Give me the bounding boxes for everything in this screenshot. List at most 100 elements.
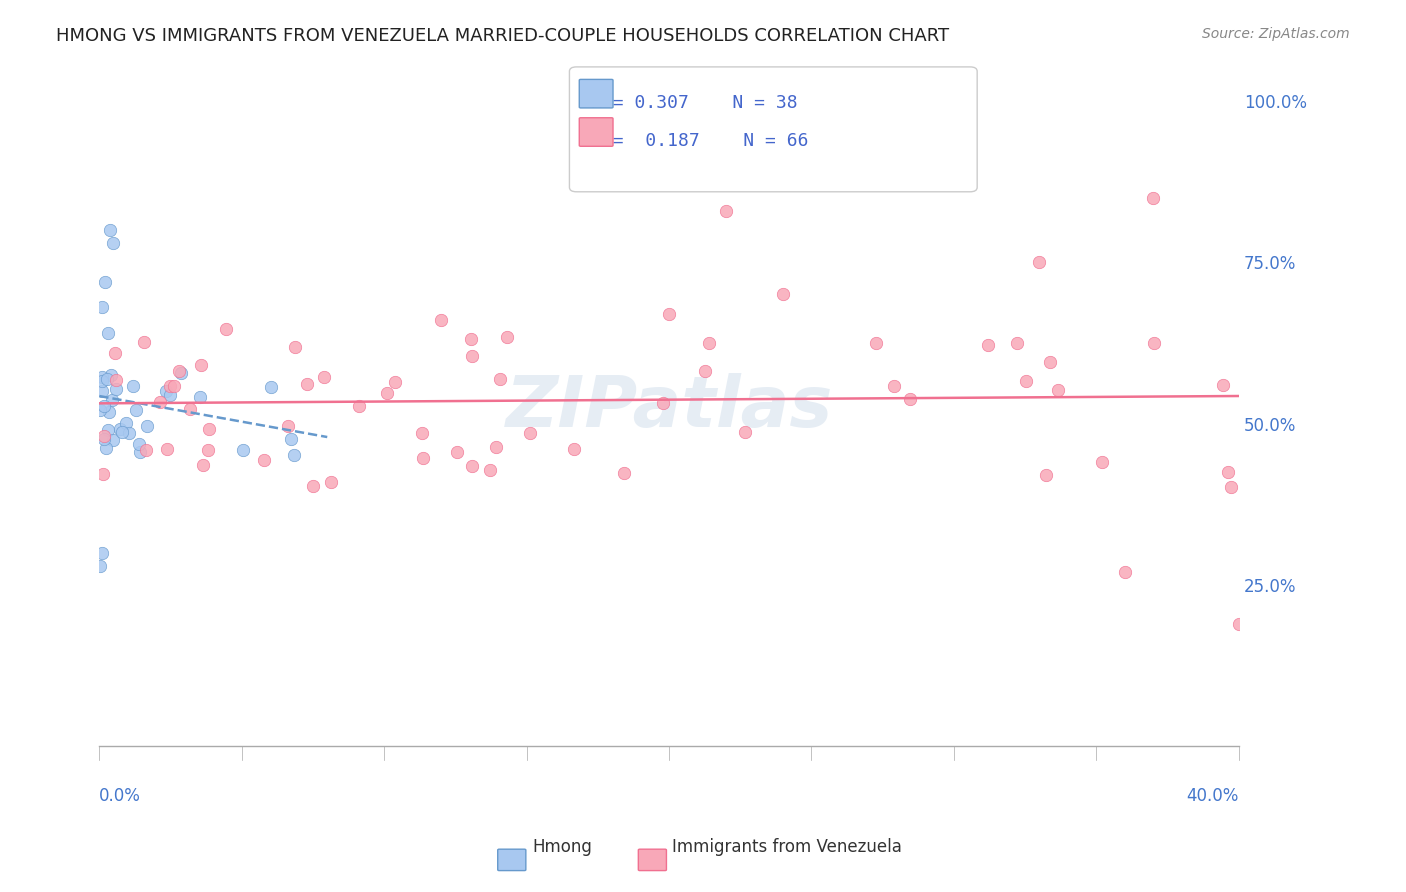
Point [1046, 384, 1069, 398]
Point [111, 425, 134, 440]
Point [104, 346, 127, 360]
Point [128, 437, 150, 451]
Point [232, 442, 254, 457]
Point [169, 366, 191, 380]
Point [96, 371, 118, 385]
Point [98, 405, 121, 419]
Point [190, 358, 212, 372]
Point [519, 426, 541, 441]
Point [97, 423, 120, 437]
Point [1211, 377, 1233, 392]
Point [91, 374, 114, 388]
Point [772, 287, 794, 301]
Point [108, 421, 131, 435]
Point [495, 330, 517, 344]
Point [375, 385, 398, 400]
Point [1219, 480, 1241, 494]
Point [461, 349, 484, 363]
Point [128, 445, 150, 459]
Point [489, 372, 512, 386]
Text: Hmong: Hmong [533, 838, 592, 856]
Point [277, 418, 299, 433]
Point [301, 478, 323, 492]
Point [479, 463, 502, 477]
Point [179, 402, 201, 417]
Point [104, 382, 127, 396]
Point [91, 370, 114, 384]
Point [651, 395, 673, 409]
Point [693, 364, 716, 378]
Text: R = 0.307    N = 38: R = 0.307 N = 38 [591, 94, 797, 112]
Point [101, 434, 124, 448]
Point [90, 301, 112, 315]
Point [169, 364, 191, 378]
Point [977, 338, 1000, 352]
Point [91, 384, 114, 398]
Point [1143, 336, 1166, 351]
Point [90, 546, 112, 560]
Point [411, 426, 433, 441]
Point [93, 399, 115, 413]
Point [97, 326, 120, 341]
Point [198, 422, 221, 436]
Point [485, 440, 508, 454]
Point [284, 340, 307, 354]
Point [149, 394, 172, 409]
Point [1035, 467, 1057, 482]
Point [98, 223, 121, 237]
Text: Immigrants from Venezuela: Immigrants from Venezuela [672, 838, 903, 856]
Point [412, 451, 434, 466]
Point [193, 458, 215, 472]
Point [1005, 336, 1028, 351]
Point [1227, 616, 1250, 631]
Point [347, 399, 370, 413]
Point [430, 313, 453, 327]
Point [461, 458, 484, 473]
Text: ZIPatlas: ZIPatlas [505, 373, 832, 442]
Point [280, 432, 302, 446]
Point [89, 558, 111, 573]
Point [314, 369, 336, 384]
Point [159, 388, 181, 402]
Text: HMONG VS IMMIGRANTS FROM VENEZUELA MARRIED-COUPLE HOUSEHOLDS CORRELATION CHART: HMONG VS IMMIGRANTS FROM VENEZUELA MARRI… [56, 27, 949, 45]
Point [1014, 374, 1036, 388]
Point [118, 426, 141, 441]
Point [883, 379, 905, 393]
Text: R =  0.187    N = 66: R = 0.187 N = 66 [591, 132, 808, 150]
Point [1114, 565, 1136, 579]
Point [613, 466, 636, 480]
Point [898, 392, 921, 406]
Point [658, 307, 681, 321]
Point [1142, 191, 1164, 205]
Point [460, 332, 482, 346]
Point [865, 335, 887, 350]
Point [101, 235, 124, 250]
Point [253, 453, 276, 467]
Point [94, 442, 117, 456]
Point [295, 377, 318, 392]
Point [89, 403, 111, 417]
Point [91, 467, 114, 481]
Point [156, 442, 179, 456]
Point [321, 475, 343, 489]
Point [132, 334, 155, 349]
Point [93, 275, 115, 289]
Point [136, 419, 159, 434]
Point [105, 373, 128, 387]
Point [197, 442, 219, 457]
Point [697, 336, 720, 351]
Point [562, 442, 585, 457]
Text: 40.0%: 40.0% [1187, 787, 1239, 805]
Point [1039, 355, 1062, 369]
Point [100, 393, 122, 408]
Point [155, 384, 177, 398]
Point [100, 368, 122, 382]
Point [163, 379, 186, 393]
Point [93, 429, 115, 443]
Point [93, 433, 115, 447]
Point [1091, 455, 1114, 469]
Point [188, 390, 211, 404]
Point [446, 444, 468, 458]
Point [384, 375, 406, 389]
Point [734, 425, 756, 439]
